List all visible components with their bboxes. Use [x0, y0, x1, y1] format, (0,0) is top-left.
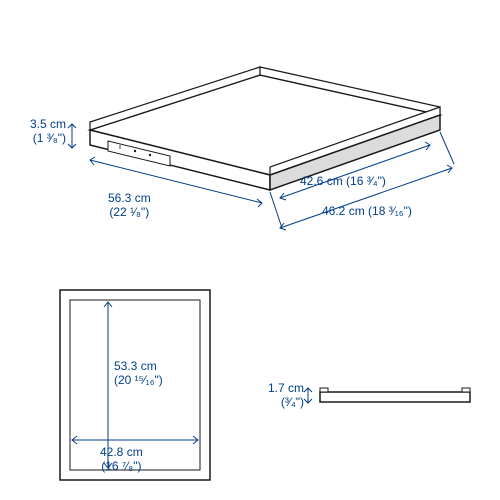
geometry-layer: [0, 0, 500, 500]
iso-tray-drawing: [90, 67, 440, 190]
side-rail-drawing: [320, 388, 470, 402]
dim-cm: 46.2 cm: [322, 204, 365, 218]
dim-panel-width: 42.8 cm (16 ⁷⁄₈"): [100, 446, 143, 474]
diagram-canvas: 3.5 cm (1 ³⁄₈") 56.3 cm (22 ¹⁄₈") 42.6 c…: [0, 0, 500, 500]
dim-rail-thickness: 1.7 cm (³⁄₄"): [256, 382, 304, 410]
dim-height-iso: 3.5 cm (1 ³⁄₈"): [14, 118, 66, 146]
dim-cm: 42.6 cm: [300, 174, 343, 188]
dim-cm: 42.8 cm: [100, 445, 143, 459]
side-rail-dimensions: [304, 388, 312, 403]
dim-panel-height: 53.3 cm (20 ¹⁵⁄₁₆"): [114, 360, 163, 388]
dim-in: (16 ³⁄₄"): [346, 174, 386, 188]
dim-depth-iso: 56.3 cm (22 ¹⁄₈"): [108, 192, 151, 220]
dim-cm: 56.3 cm: [108, 191, 151, 205]
dim-in: (22 ¹⁄₈"): [108, 206, 151, 220]
dim-in: (20 ¹⁵⁄₁₆"): [114, 374, 163, 388]
dim-cm: 1.7 cm: [268, 381, 304, 395]
dim-in: (³⁄₄"): [256, 396, 304, 410]
dim-in: (18 ³⁄₁₆"): [368, 204, 412, 218]
dim-in: (16 ⁷⁄₈"): [100, 460, 143, 474]
dim-in: (1 ³⁄₈"): [14, 132, 66, 146]
dim-outer-w-iso: 46.2 cm (18 ³⁄₁₆"): [322, 205, 412, 219]
dim-inner-w-iso: 42.6 cm (16 ³⁄₄"): [300, 175, 386, 189]
dim-cm: 3.5 cm: [30, 117, 66, 131]
dim-cm: 53.3 cm: [114, 359, 157, 373]
